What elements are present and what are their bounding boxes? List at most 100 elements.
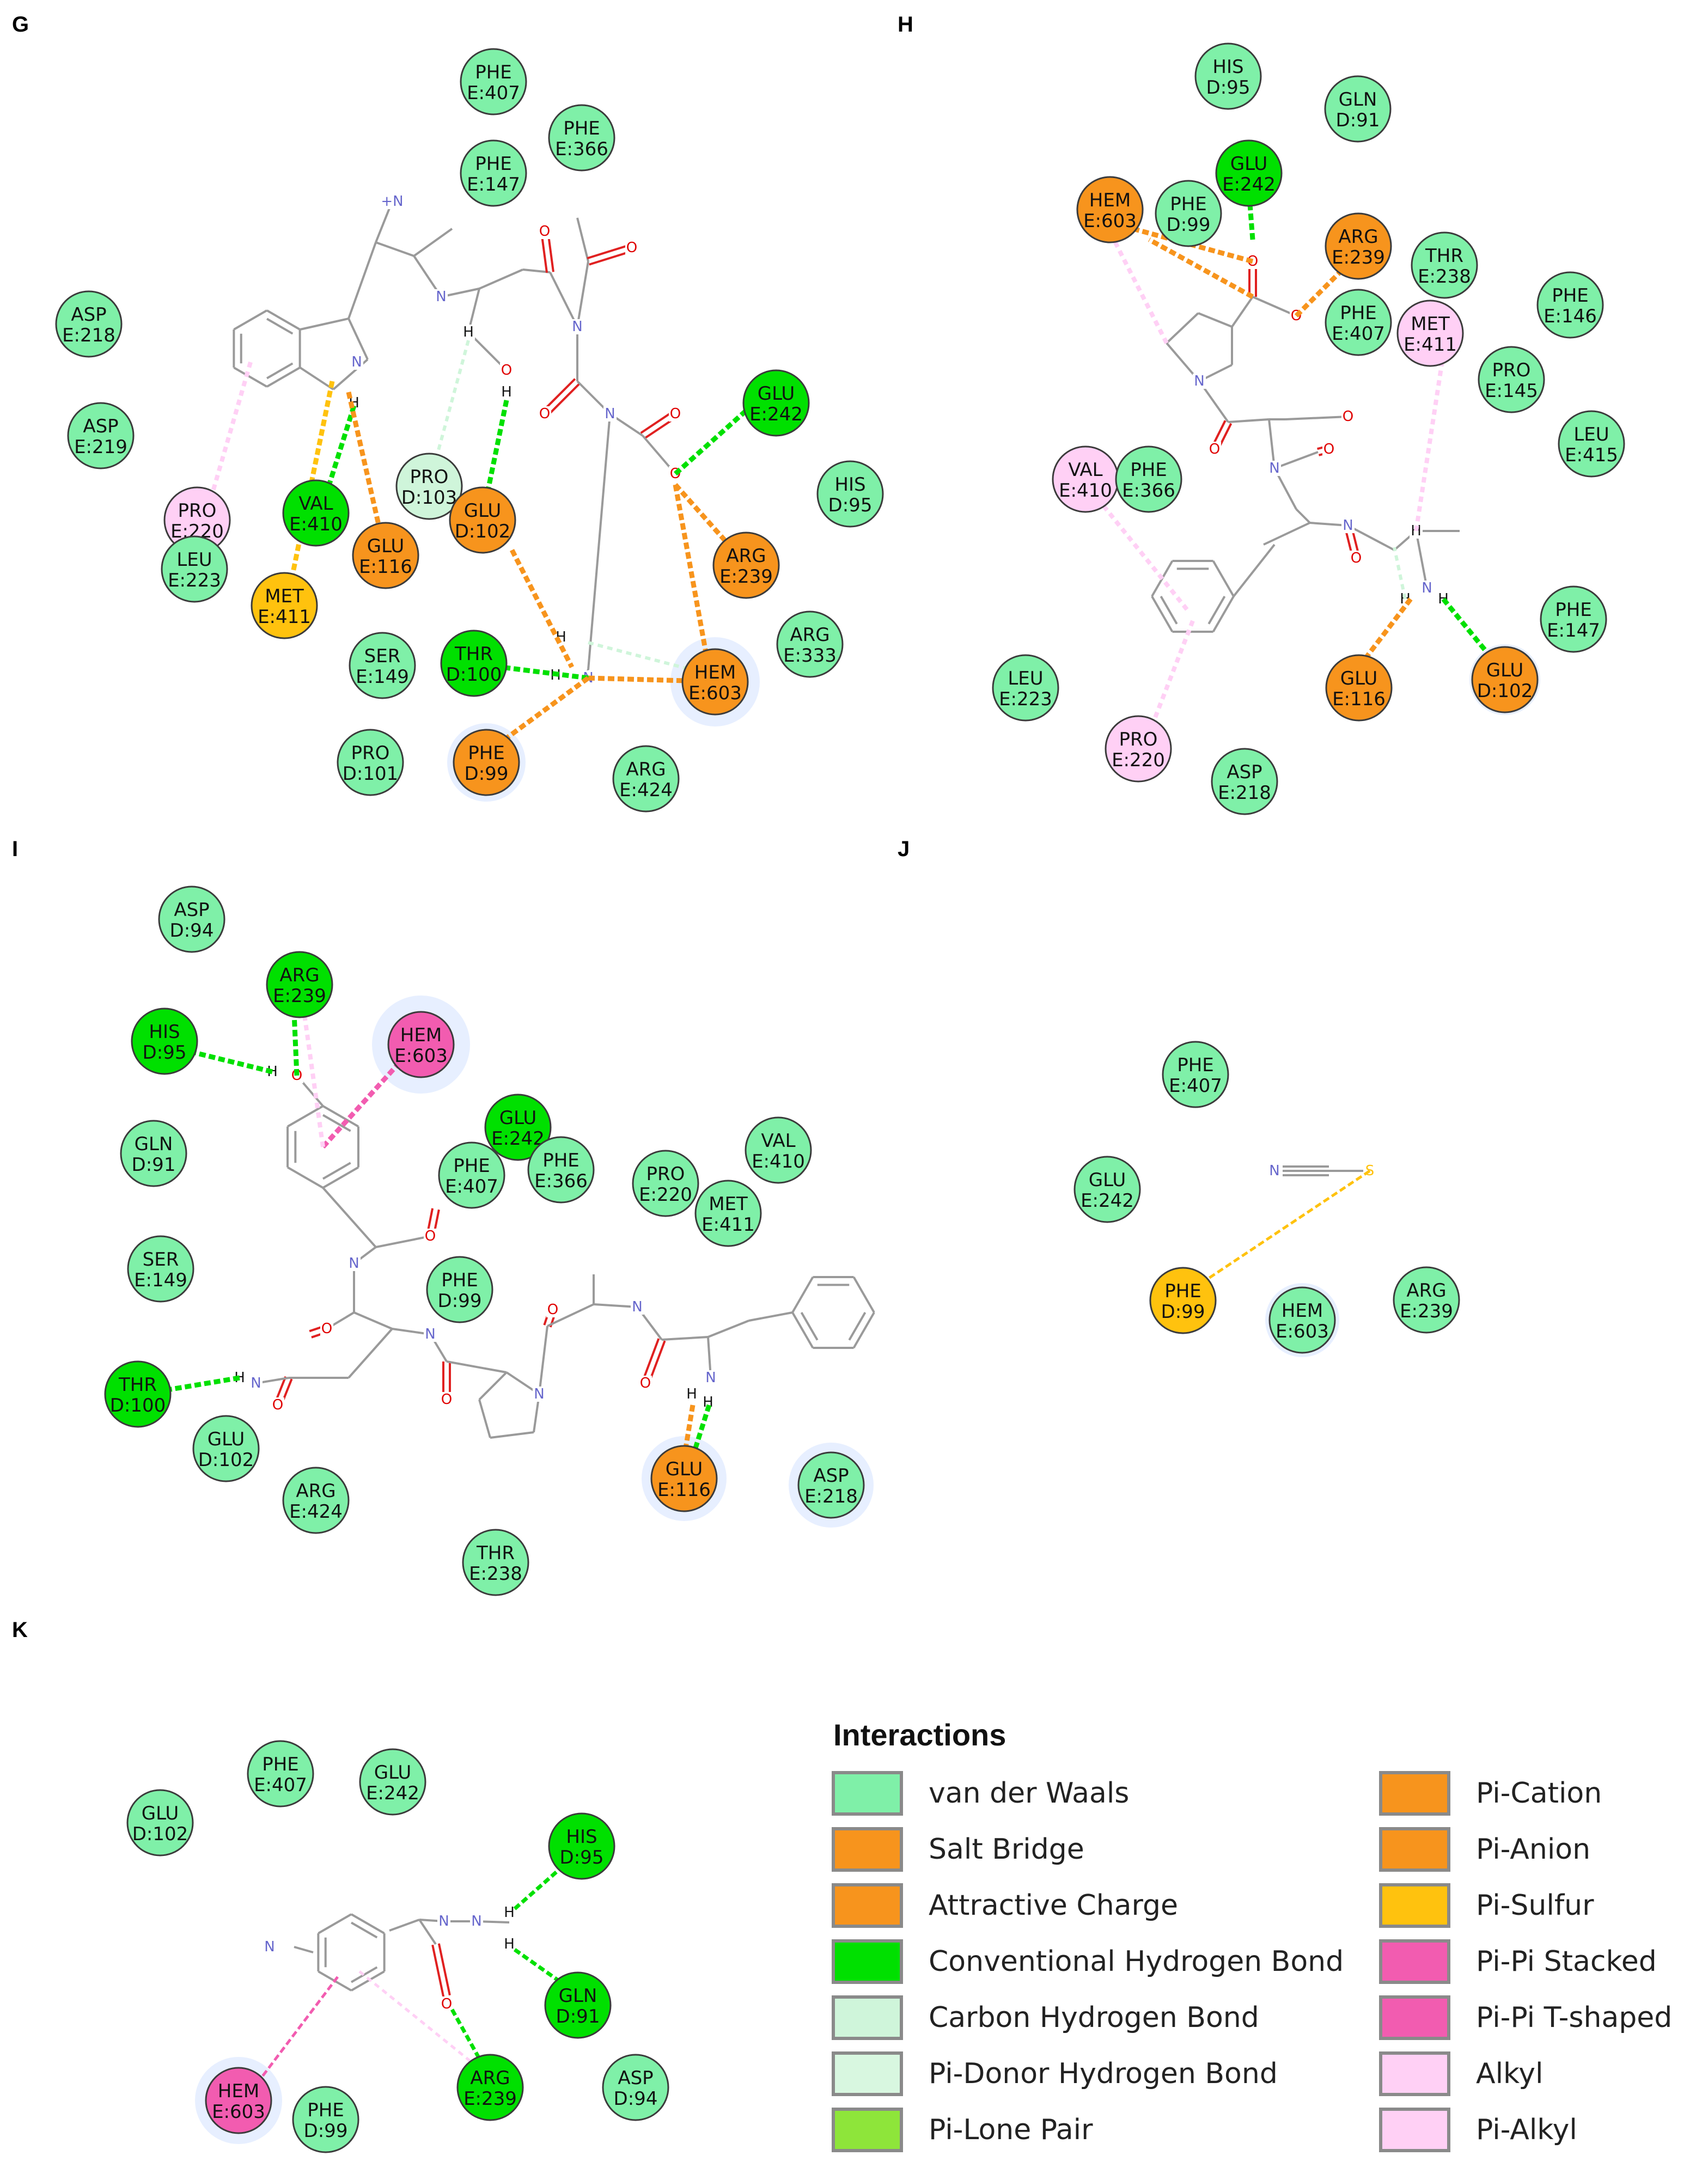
residue-id: E:366	[1122, 480, 1175, 502]
legend: Interactions van der Waals Salt Bridge Attr…	[832, 1718, 1672, 2152]
ligand-bond	[350, 1921, 378, 1939]
legend-label: Pi-Alkyl	[1476, 2114, 1577, 2146]
atom-mask	[437, 1914, 450, 1929]
atom-mask	[271, 1397, 284, 1413]
atom-label: N	[534, 1386, 544, 1402]
residue-name: PHE	[542, 1150, 580, 1171]
interaction-conventional-hbond	[291, 1012, 300, 1076]
interaction-conventional-hbond	[187, 1048, 273, 1074]
residue-name: ARG	[279, 964, 319, 986]
residue-name: PHE	[262, 1754, 299, 1775]
residue-id: E:239	[1400, 1300, 1453, 1322]
ligand-bond	[538, 1326, 548, 1395]
panel-label-g: G	[12, 13, 29, 36]
residue-id: E:149	[134, 1269, 187, 1291]
atom-mask	[1208, 442, 1221, 457]
atom-mask	[424, 1327, 437, 1342]
residue-name: HIS	[834, 474, 865, 496]
residue-id: E:220	[1112, 749, 1165, 771]
legend-label: Conventional Hydrogen Bond	[929, 1945, 1344, 1978]
panel-label-k: K	[12, 1618, 28, 1642]
atom-label: O	[539, 406, 550, 422]
legend-item-pi-anion: Pi-Anion	[1379, 1827, 1590, 1872]
residue-name: PHE	[1552, 285, 1589, 307]
residue-id: E:410	[752, 1151, 805, 1173]
residue-name: MET	[709, 1193, 748, 1215]
ligand-bond	[418, 1919, 437, 1945]
ligand-bond	[300, 317, 349, 331]
legend-swatch	[1379, 1771, 1450, 1816]
residue-id: D:99	[304, 2120, 348, 2142]
ligand-bond	[1415, 530, 1428, 589]
ligand-bond	[791, 1311, 814, 1348]
atom-label: N	[425, 1326, 435, 1342]
residue-name: GLU	[758, 383, 795, 405]
residue-name: PRO	[178, 500, 217, 522]
ligand-bond	[1198, 312, 1233, 328]
ligand-bond	[322, 1166, 359, 1189]
atom-label: N	[251, 1375, 261, 1391]
residue-id: E:242	[749, 404, 803, 425]
atom-label: H	[504, 1904, 515, 1921]
residue-name: PHE	[441, 1269, 478, 1291]
interaction-carbon-hbond	[588, 641, 703, 674]
atom-label: N	[1343, 517, 1353, 534]
residue-id: D:91	[132, 1154, 176, 1176]
residue-name: GLU	[666, 1458, 703, 1480]
ligand-bond	[848, 1312, 867, 1341]
atom-mask	[386, 194, 399, 209]
atom-label: O	[547, 1302, 558, 1318]
residue-name: PHE	[1170, 193, 1207, 215]
ligand-bond	[1228, 418, 1270, 423]
residue-name: ASP	[71, 304, 106, 326]
atom-mask	[249, 1376, 263, 1391]
residue-name: MET	[1411, 313, 1450, 335]
residue-id: E:219	[74, 436, 127, 458]
legend-label: Pi-Donor Hydrogen Bond	[929, 2057, 1278, 2090]
atom-label: O	[441, 1391, 452, 1408]
residue-id: E:407	[1332, 323, 1385, 345]
ligand-bond	[661, 1336, 709, 1341]
residue-name: PHE	[1555, 599, 1592, 621]
residue-id: D:102	[198, 1449, 254, 1471]
ligand-bond	[1274, 451, 1319, 469]
interaction-attractive-charge	[346, 392, 384, 537]
interaction-conventional-hbond	[485, 400, 509, 493]
interaction-attractive-charge	[682, 1405, 696, 1452]
residue-id: E:147	[467, 174, 520, 196]
residue-name: HIS	[149, 1021, 180, 1043]
residue-name: ARG	[726, 545, 766, 567]
ligand-bond	[547, 1303, 594, 1327]
residue-id: E:424	[289, 1501, 343, 1523]
legend-label: Pi-Pi T-shaped	[1476, 2001, 1672, 2034]
residue-name: PRO	[1492, 359, 1531, 381]
atom-label: N	[471, 1913, 481, 1929]
residue-id: E:411	[1404, 334, 1457, 356]
residue-name: PHE	[475, 62, 512, 83]
interaction-conventional-hbond	[501, 664, 589, 681]
atom-label: H	[501, 384, 512, 400]
legend-item-pi-sulfur: Pi-Sulfur	[1379, 1883, 1594, 1928]
residue-id: D:102	[455, 521, 511, 542]
residue-name: HEM	[1282, 1300, 1323, 1322]
legend-swatch	[832, 1827, 903, 1872]
residue-id: E:410	[289, 514, 343, 535]
ligand-bond-layer: +NNHOONONOOONNHHHHOONOONONNOHHHOHONONONH…	[233, 193, 1460, 2012]
residue-name: PHE	[1340, 302, 1377, 324]
ligand-bond	[1295, 508, 1311, 524]
atom-label: N	[1194, 373, 1204, 389]
ligand-bond	[294, 1946, 314, 1953]
ligand-double-bond	[640, 410, 674, 434]
ligand-bond	[322, 1187, 377, 1248]
